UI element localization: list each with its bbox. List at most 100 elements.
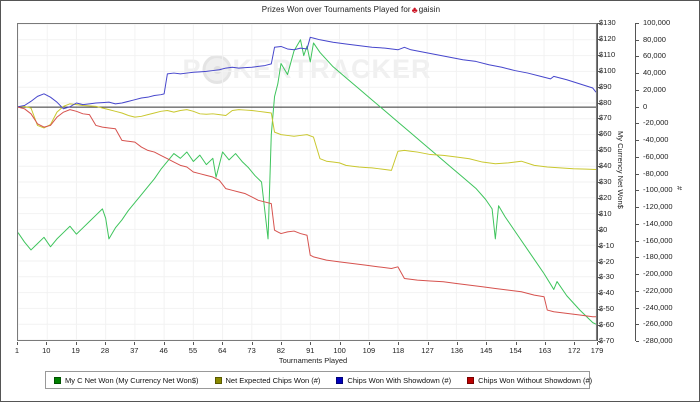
- legend-item[interactable]: Chips Won Without Showdown (#): [467, 376, 592, 385]
- legend-item[interactable]: Chips Won With Showdown (#): [336, 376, 451, 385]
- right-axis-tick-label: -80,000: [643, 168, 669, 178]
- right-axis-tick: [636, 156, 639, 158]
- x-axis-tick: [515, 342, 517, 345]
- left-axis-tick-label: $20: [599, 192, 612, 202]
- legend-item-label: My C Net Won (My Currency Net Won$): [65, 375, 199, 385]
- left-axis-tick: [598, 325, 601, 327]
- legend-item[interactable]: Net Expected Chips Won (#): [214, 376, 320, 385]
- left-axis-tick: [598, 118, 601, 120]
- right-axis-tick: [636, 290, 639, 292]
- series-line-1: [18, 103, 596, 171]
- left-axis-tick-label: $30: [599, 177, 612, 186]
- right-axis-tick-label: -120,000: [643, 202, 673, 212]
- x-axis-tick: [427, 342, 429, 345]
- x-axis-tick-label: 118: [392, 346, 405, 355]
- x-axis-tick-label: 10: [42, 346, 51, 355]
- right-axis-tick-label: -220,000: [643, 285, 673, 295]
- x-axis-tick: [134, 342, 136, 345]
- left-axis-tick: [598, 23, 601, 24]
- left-axis-tick: [598, 309, 601, 311]
- left-axis-tick-label: $-40: [599, 288, 615, 298]
- right-axis-tick: [636, 223, 639, 225]
- right-axis-tick: [636, 274, 639, 276]
- legend-swatch-icon: [467, 376, 475, 384]
- chart-legend: My C Net Won (My Currency Net Won$) Net E…: [45, 371, 592, 389]
- left-axis-tick: [598, 341, 601, 342]
- series-line-3: [18, 106, 596, 318]
- x-axis-tick: [222, 342, 224, 345]
- x-axis-tick-label: 136: [450, 346, 464, 355]
- poker-chip-icon: [202, 55, 232, 84]
- right-axis-tick-label: 80,000: [643, 34, 666, 44]
- x-axis-tick: [251, 342, 253, 345]
- x-axis-title: Tournaments Played: [278, 356, 348, 365]
- watermark-text-left: P: [182, 54, 202, 84]
- x-axis-tick-label: 127: [421, 346, 434, 355]
- x-axis-tick-label: 82: [276, 346, 286, 355]
- right-axis-tick: [636, 23, 639, 24]
- right-axis-tick: [636, 341, 639, 342]
- right-axis-tick-label: -20,000: [643, 118, 669, 128]
- x-axis-tick-label: 91: [306, 346, 315, 355]
- x-axis-tick-label: 145: [479, 346, 493, 355]
- right-axis-tick-label: -140,000: [643, 218, 673, 228]
- plot-area: P KERTRACKER: [17, 23, 597, 341]
- x-axis-tick-label: 19: [71, 346, 80, 355]
- left-axis-tick: [598, 166, 601, 168]
- left-axis-tick: [598, 197, 601, 199]
- left-axis-tick: [598, 277, 601, 279]
- plot-frame: P KERTRACKER: [17, 23, 597, 341]
- x-axis-tick-label: 73: [247, 346, 256, 355]
- left-axis-tick-label: $50: [599, 145, 612, 155]
- left-axis-tick: [598, 86, 601, 88]
- x-axis-tick: [280, 342, 282, 345]
- left-axis-tick: [598, 54, 601, 56]
- legend-item-label: Chips Won With Showdown (#): [347, 375, 452, 385]
- x-axis-tick-label: 163: [538, 346, 552, 355]
- x-axis-tick-label: 37: [130, 346, 139, 355]
- left-axis-tick-label: $80: [599, 97, 612, 107]
- right-axis-tick-label: -260,000: [643, 319, 673, 329]
- right-axis-tick-label: 60,000: [643, 51, 666, 61]
- left-axis-line: [597, 23, 601, 342]
- x-axis-tick-label: 172: [567, 346, 581, 355]
- x-axis-labels: 1 10 19 28 37 46 55 64 73 82 91 100 109 118 127 136 145 1…: [15, 342, 603, 356]
- series-line-2: [18, 36, 596, 110]
- legend-item[interactable]: My C Net Won (My Currency Net Won$): [54, 376, 199, 385]
- x-axis-tick: [574, 342, 576, 345]
- right-axis-labels: 100,000 80,000 60,000 40,000 20,000 0 -20,000 -…: [637, 19, 699, 345]
- right-axis-tick: [636, 140, 639, 142]
- left-axis-title: My Currency Net Won$: [616, 131, 625, 209]
- x-axis-tick: [46, 342, 48, 345]
- chart-title-text: Prizes Won over Tournaments Played for: [261, 5, 411, 14]
- x-axis-tick: [456, 342, 458, 345]
- left-axis-tick: [598, 213, 601, 215]
- left-axis-tick-label: $-20: [599, 256, 615, 266]
- left-axis-tick: [598, 182, 601, 183]
- right-axis-tick: [636, 207, 639, 209]
- left-axis-tick-label: $100: [599, 65, 616, 75]
- x-axis-tick-label: 55: [188, 346, 198, 355]
- right-axis-tick: [636, 240, 639, 242]
- right-axis-tick-label: -200,000: [643, 269, 673, 279]
- x-axis-tick: [597, 342, 598, 345]
- left-axis-tick-label: $110: [599, 49, 616, 59]
- x-axis-tick-label: 179: [590, 346, 604, 355]
- right-axis-tick: [636, 89, 639, 91]
- left-axis-tick: [598, 134, 601, 136]
- right-axis-tick-label: 0: [643, 101, 648, 111]
- left-axis-tick-label: $10: [599, 208, 612, 218]
- legend-swatch-icon: [54, 376, 61, 384]
- left-axis-tick-label: $0: [599, 224, 608, 234]
- left-axis-tick: [598, 293, 601, 295]
- right-axis-tick-label: 20,000: [643, 84, 666, 94]
- right-axis-tick: [636, 190, 639, 192]
- left-axis-tick: [598, 70, 601, 72]
- right-axis-tick-label: -60,000: [643, 151, 669, 161]
- left-axis-tick: [598, 229, 601, 231]
- left-axis-tick-label: $120: [599, 33, 616, 43]
- left-axis-tick-label: $-60: [599, 320, 615, 330]
- right-axis-tick: [636, 123, 639, 125]
- x-axis-tick: [75, 342, 77, 345]
- left-axis-tick: [598, 102, 601, 104]
